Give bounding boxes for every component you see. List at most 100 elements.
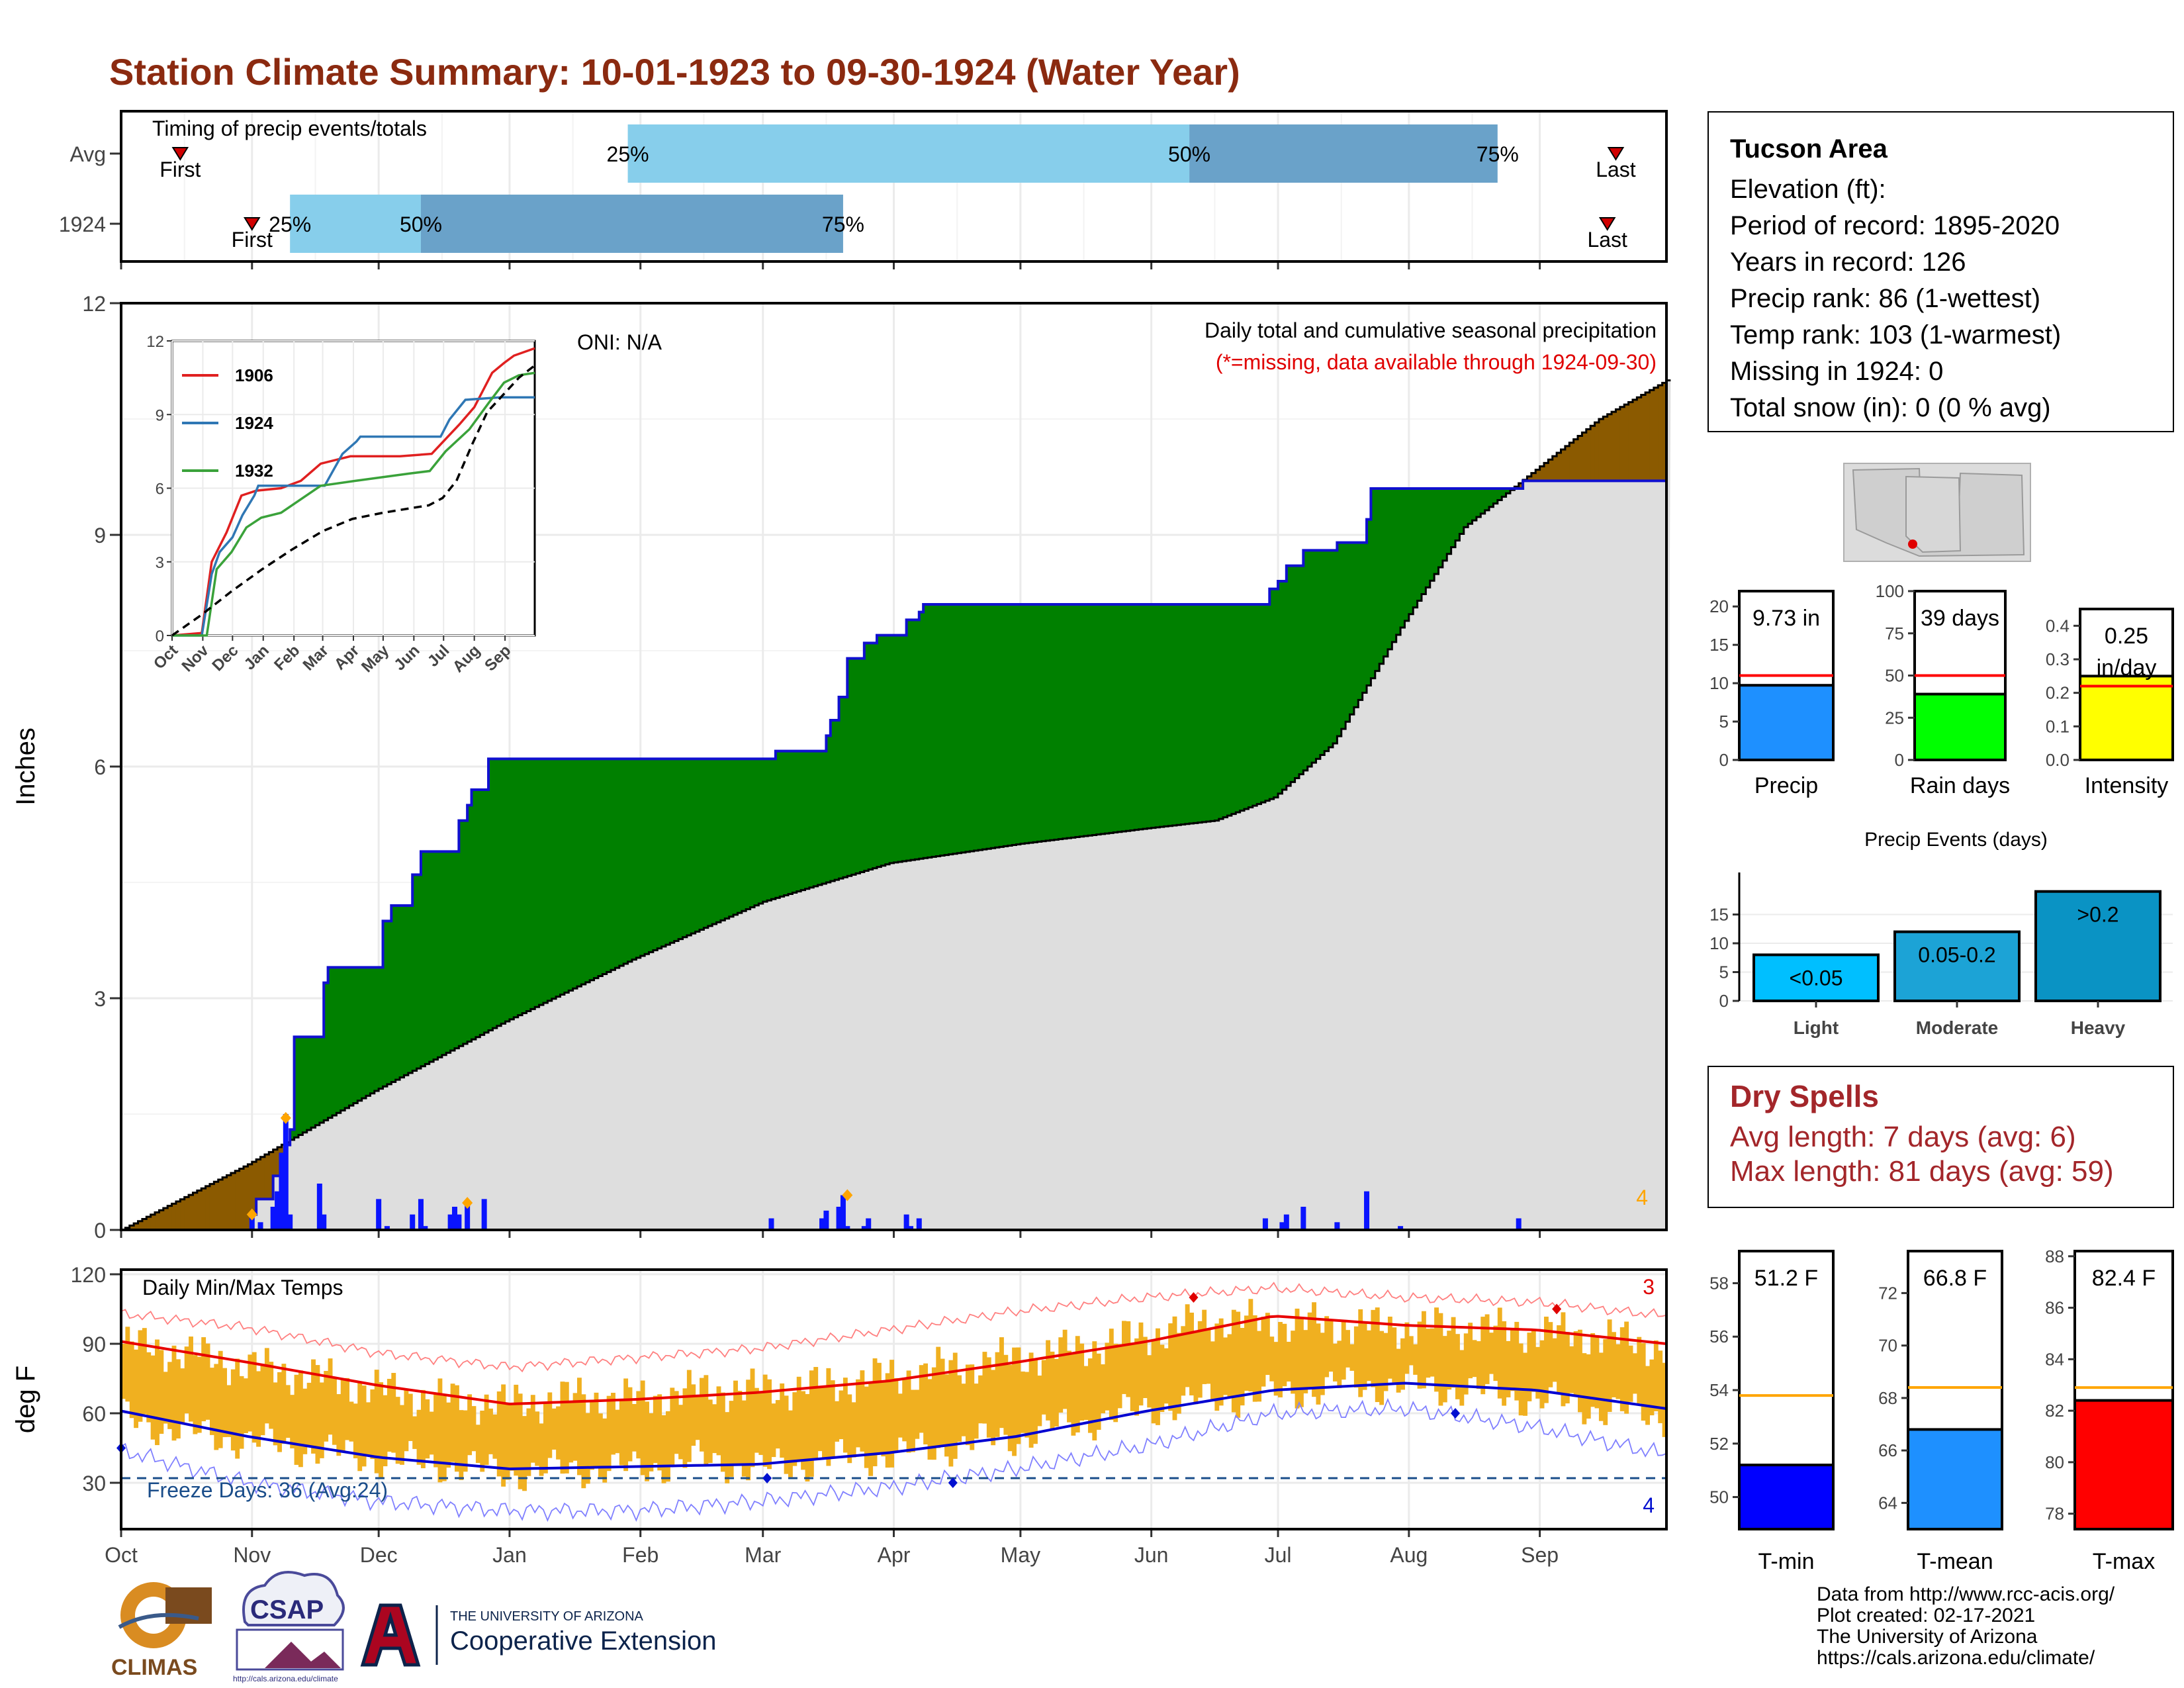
inset-legend-label: 1924 [235,413,273,433]
below-average-fill [226,1175,232,1230]
above-average-fill [1193,604,1199,823]
station-name: Tucson Area [1730,134,1888,164]
daily-temp-range-bar [1396,1348,1401,1393]
daily-temp-range-bar [762,1374,768,1467]
daily-temp-range-bar [851,1402,856,1458]
temp-x-tick-label: Aug [1390,1543,1428,1567]
above-average-fill [1197,604,1203,823]
above-average-fill [374,967,379,1091]
above-average-fill [615,759,620,968]
daily-temp-range-bar [1185,1304,1190,1387]
summary-value-bar [1907,1428,2003,1531]
above-average-fill [1109,604,1114,833]
inset-series-line [171,364,536,637]
above-average-fill [704,759,709,928]
daily-temp-range-bar [1092,1341,1097,1441]
above-average-fill [594,759,599,978]
daily-temp-range-bar [1160,1344,1165,1413]
above-average-fill [876,635,882,867]
above-average-fill [796,751,801,892]
daily-temp-range-bar [835,1401,840,1442]
daily-temp-range-bar [294,1374,299,1465]
above-average-fill [1307,550,1312,767]
daily-temp-range-bar [801,1391,806,1470]
daily-temp-range-bar [682,1388,688,1468]
above-average-fill [1345,542,1351,722]
station-missing: Missing in 1924: 0 [1730,357,1944,386]
daily-temp-range-bar [1641,1343,1646,1421]
daily-temp-range-bar [881,1382,886,1457]
above-average-fill [585,759,590,982]
above-average-fill [1396,489,1401,635]
above-average-fill [847,658,852,876]
daily-temp-range-bar [1130,1342,1135,1411]
daily-temp-range-bar [822,1385,827,1459]
daily-precip-bar [861,1226,867,1230]
daily-temp-range-bar [860,1370,865,1452]
daily-precip-bar [916,1218,922,1230]
daily-temp-range-bar [1248,1299,1253,1392]
above-average-fill [1459,489,1465,534]
daily-temp-range-bar [1240,1328,1245,1406]
events-y-tick-label: 5 [1719,962,1729,982]
above-average-fill [1189,604,1195,824]
daily-temp-range-bar [201,1337,206,1422]
above-average-fill [345,967,350,1108]
summary-value-label: 39 days [1921,606,1999,631]
below-average-fill [1594,422,1600,481]
daily-temp-range-bar [856,1379,860,1448]
daily-temp-range-bar [340,1380,345,1452]
above-average-fill [319,1037,324,1123]
daily-temp-range-bar [1096,1353,1101,1430]
extreme-event-marker [462,1197,473,1209]
above-average-fill [1130,604,1135,831]
daily-temp-range-bar [1282,1323,1287,1387]
daily-temp-range-bar [1598,1352,1604,1421]
daily-temp-range-bar [184,1346,189,1414]
above-average-fill [691,759,696,934]
daily-temp-range-bar [302,1388,308,1454]
above-average-fill [758,759,764,904]
daily-precip-bar [1262,1218,1268,1230]
daily-precip-bar [275,1191,281,1230]
above-average-fill [496,759,502,1026]
above-average-fill [1404,489,1410,621]
above-average-fill [784,751,789,896]
above-average-fill [1278,581,1283,794]
summary-y-tick-label: 58 [1709,1273,1729,1293]
above-average-fill [1113,604,1118,833]
daily-temp-range-bar [357,1382,363,1472]
below-average-fill [205,1186,210,1230]
daily-temp-range-bar [982,1352,987,1424]
daily-temp-range-bar [906,1370,911,1453]
above-average-fill [332,967,337,1115]
above-average-fill [619,759,624,966]
above-average-fill [357,967,363,1101]
above-average-fill [290,1129,295,1140]
above-average-fill [952,604,958,854]
daily-temp-range-bar [1658,1350,1663,1423]
above-average-fill [1328,550,1334,747]
daily-temp-range-bar [496,1391,502,1477]
daily-temp-range-bar [1328,1319,1334,1372]
summary-value-bar [1738,1464,1835,1530]
average-cumulative-area [121,380,1671,1230]
below-average-fill [155,1212,160,1230]
above-average-fill [936,604,941,857]
above-average-fill [1455,489,1460,541]
above-average-fill [572,759,578,989]
below-average-fill [218,1179,223,1230]
daily-temp-range-bar [1451,1317,1456,1388]
above-average-fill [627,759,633,962]
daily-temp-range-bar [1632,1353,1637,1394]
daily-temp-range-bar [590,1400,595,1470]
above-average-fill [383,921,388,1087]
summary-y-tick-label: 70 [1878,1336,1897,1356]
daily-temp-range-bar [1244,1315,1249,1391]
daily-temp-range-bar [425,1399,430,1459]
timeline-label-50: 50% [1168,142,1210,166]
daily-temp-range-bar [1007,1364,1013,1452]
summary-category-label: Intensity [2085,773,2169,798]
above-average-fill [514,759,519,1017]
above-average-fill [1353,542,1359,708]
